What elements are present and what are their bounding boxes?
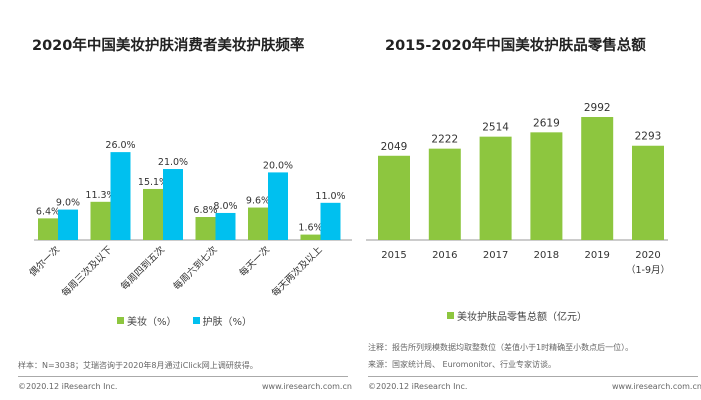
bar-skincare xyxy=(215,212,236,240)
data-label: 2049 xyxy=(381,141,408,153)
bar-skincare xyxy=(58,209,78,240)
right-divider xyxy=(368,376,698,377)
left-sample-note: 样本：N=3038；艾瑞咨询于2020年8月通过iClick网上调研获得。 xyxy=(18,361,258,370)
bar-skincare xyxy=(163,169,183,240)
data-label: 2992 xyxy=(584,102,611,114)
legend-label-retail: 美妆护肤品零售总额（亿元） xyxy=(457,312,587,323)
x-tick-label: 每周三次及以下 xyxy=(59,244,115,300)
data-label: 1.6% xyxy=(298,223,322,234)
bar-makeup xyxy=(90,201,111,240)
bar-skincare xyxy=(320,202,341,240)
left-legend: 美妆（%） 护肤（%） xyxy=(117,313,252,328)
left-website: www.iresearch.com.cn xyxy=(262,382,352,391)
data-label: 21.0% xyxy=(158,157,188,168)
bar-skincare xyxy=(110,152,131,240)
x-tick-label: 2018 xyxy=(534,250,559,261)
bar-skincare xyxy=(268,172,288,240)
left-divider xyxy=(18,376,348,377)
right-chart-title: 2015-2020年中国美妆护肤品零售总额 xyxy=(385,38,646,54)
legend-label-makeup: 美妆（%） xyxy=(127,317,177,328)
bar-makeup xyxy=(195,217,216,240)
bar-retail xyxy=(479,136,512,240)
data-label: 6.4% xyxy=(36,206,60,217)
right-copyright: ©2020.12 iResearch Inc. xyxy=(368,382,468,391)
data-label: 9.6% xyxy=(246,196,270,207)
x-tick-note: （1-9月） xyxy=(626,264,670,276)
data-label: 2293 xyxy=(635,131,662,143)
x-tick-label: 2017 xyxy=(483,250,508,261)
right-legend: 美妆护肤品零售总额（亿元） xyxy=(447,308,587,323)
x-tick-label: 2020 xyxy=(635,250,660,261)
bar-retail xyxy=(378,155,410,240)
data-label: 11.0% xyxy=(315,191,345,202)
bar-makeup xyxy=(143,188,163,240)
x-tick-label: 2015 xyxy=(381,250,406,261)
x-tick-label: 偶尔一次 xyxy=(27,243,63,279)
left-chart-title: 2020年中国美妆护肤消费者美妆护肤频率 xyxy=(32,38,305,54)
data-label: 11.3% xyxy=(85,190,115,201)
x-tick-label: 每周六到七次 xyxy=(171,243,220,292)
data-label: 15.1% xyxy=(138,177,168,188)
legend-swatch-retail xyxy=(447,312,454,319)
data-label: 8.0% xyxy=(213,201,237,212)
data-label: 6.8% xyxy=(193,205,217,216)
data-label: 26.0% xyxy=(105,140,135,151)
data-label: 20.0% xyxy=(263,160,293,171)
bar-retail xyxy=(581,117,614,240)
right-website: www.iresearch.com.cn xyxy=(612,382,701,391)
right-source: 来源：国家统计局、 Euromonitor、行业专家访谈。 xyxy=(368,360,556,369)
bar-makeup xyxy=(300,234,321,240)
bar-retail xyxy=(632,145,664,240)
right-note: 注释：报告所列规模数据均取整数位（差值小于1时精确至小数点后一位）。 xyxy=(368,343,634,352)
bar-makeup xyxy=(38,218,58,240)
x-tick-label: 2019 xyxy=(584,250,609,261)
x-tick-label: 每周四到五次 xyxy=(118,243,167,292)
x-tick-label: 每天两次及以上 xyxy=(269,243,325,299)
data-label: 9.0% xyxy=(56,198,80,209)
x-tick-label: 每天一次 xyxy=(237,243,273,279)
x-tick-label: 2016 xyxy=(432,250,457,261)
data-label: 2222 xyxy=(431,134,458,146)
bar-retail xyxy=(530,132,563,240)
data-label: 2619 xyxy=(533,117,560,129)
legend-label-skincare: 护肤（%） xyxy=(202,317,253,328)
data-label: 2514 xyxy=(482,122,509,134)
legend-swatch-skincare xyxy=(192,317,200,324)
left-copyright: ©2020.12 iResearch Inc. xyxy=(18,382,118,391)
bar-makeup xyxy=(248,207,268,240)
legend-swatch-makeup xyxy=(117,317,124,324)
bar-retail xyxy=(428,148,461,240)
